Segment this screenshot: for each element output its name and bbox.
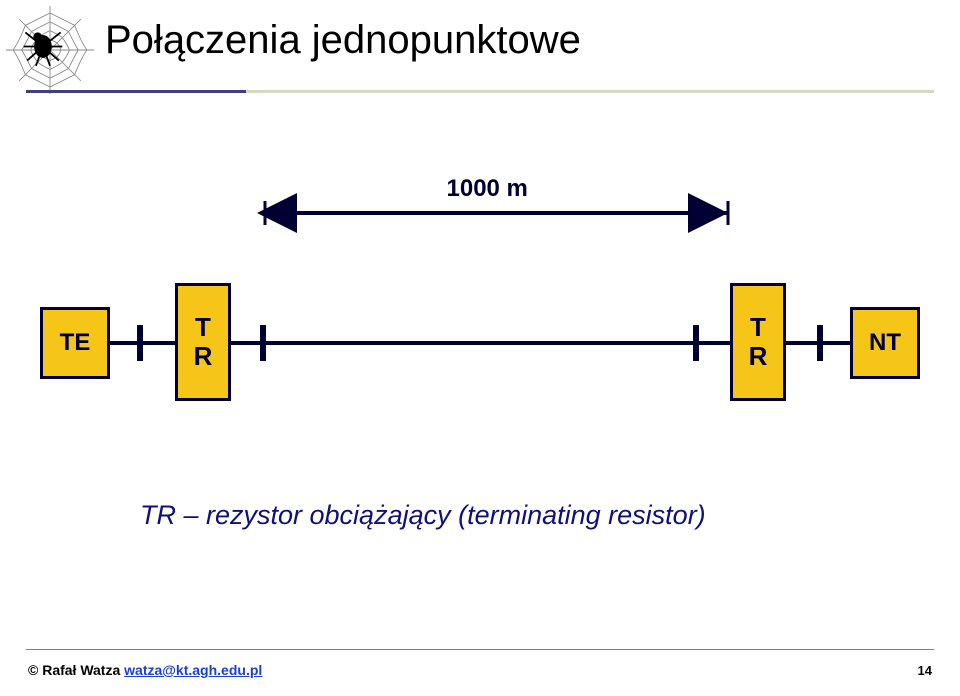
bus-tick: [817, 325, 823, 361]
footer-text: © Rafał Watza watza@kt.agh.edu.pl: [28, 662, 262, 678]
bus-wire: [231, 341, 730, 345]
page-title: Połączenia jednopunktowe: [105, 18, 581, 63]
caption-prefix: TR – rezystor obciążający: [140, 500, 458, 530]
tr-box-right: T R: [730, 283, 786, 401]
footer-divider: [26, 649, 934, 650]
te-box: TE: [40, 307, 110, 379]
dimension-line: [40, 165, 920, 425]
title-underline-dark: [26, 90, 246, 93]
bus-diagram: 1000 m TET RT RNT: [40, 165, 920, 425]
footer-copyright: © Rafał Watza: [28, 662, 124, 678]
bus-tick: [137, 325, 143, 361]
footer-link[interactable]: watza@kt.agh.edu.pl: [124, 662, 262, 678]
spider-web-icon: [6, 6, 94, 94]
bus-tick: [260, 325, 266, 361]
tr-box-left: T R: [175, 283, 231, 401]
caption: TR – rezystor obciążający (terminating r…: [140, 500, 706, 531]
nt-box: NT: [850, 307, 920, 379]
bus-tick: [693, 325, 699, 361]
title-underline-light: [246, 90, 934, 93]
page-number: 14: [918, 663, 932, 678]
caption-paren: (terminating resistor): [458, 500, 706, 530]
